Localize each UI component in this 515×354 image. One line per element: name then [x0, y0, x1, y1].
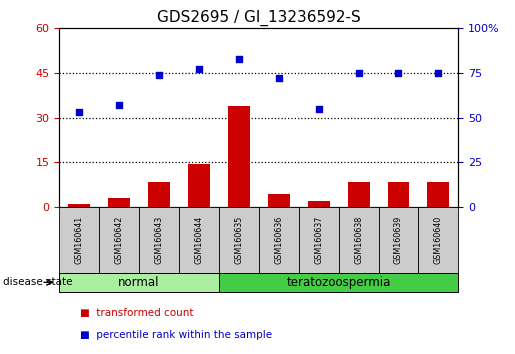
Point — [274, 75, 283, 81]
Bar — [387, 182, 409, 207]
Bar — [99, 207, 139, 273]
Point — [354, 70, 363, 76]
Title: GDS2695 / GI_13236592-S: GDS2695 / GI_13236592-S — [157, 9, 360, 25]
Bar — [219, 273, 458, 292]
Text: GSM160637: GSM160637 — [314, 216, 323, 264]
Bar — [228, 106, 250, 207]
Text: GSM160644: GSM160644 — [195, 216, 203, 264]
Bar — [418, 207, 458, 273]
Bar — [259, 207, 299, 273]
Point — [195, 67, 203, 72]
Point — [235, 56, 243, 62]
Text: normal: normal — [118, 276, 160, 289]
Point — [394, 70, 403, 76]
Text: GSM160635: GSM160635 — [234, 216, 243, 264]
Bar — [219, 207, 259, 273]
Bar — [339, 207, 379, 273]
Text: GSM160638: GSM160638 — [354, 216, 363, 264]
Point — [115, 102, 123, 108]
Text: GSM160639: GSM160639 — [394, 216, 403, 264]
Point — [75, 109, 83, 115]
Bar — [108, 198, 130, 207]
Text: GSM160642: GSM160642 — [115, 216, 124, 264]
Text: GSM160643: GSM160643 — [154, 216, 163, 264]
Point — [434, 70, 442, 76]
Point — [315, 106, 323, 112]
Bar — [188, 164, 210, 207]
Text: disease state: disease state — [3, 277, 72, 287]
Bar — [59, 207, 99, 273]
Text: GSM160640: GSM160640 — [434, 216, 443, 264]
Point — [155, 72, 163, 78]
Bar — [299, 207, 339, 273]
Text: ■  transformed count: ■ transformed count — [80, 308, 193, 318]
Bar — [139, 207, 179, 273]
Bar — [59, 273, 219, 292]
Text: GSM160636: GSM160636 — [274, 216, 283, 264]
Bar — [307, 201, 330, 207]
Bar — [148, 182, 170, 207]
Bar — [379, 207, 418, 273]
Bar — [68, 204, 90, 207]
Bar — [427, 182, 450, 207]
Bar — [348, 182, 370, 207]
Text: GSM160641: GSM160641 — [75, 216, 83, 264]
Text: teratozoospermia: teratozoospermia — [286, 276, 391, 289]
Bar — [179, 207, 219, 273]
Bar — [268, 194, 290, 207]
Text: ■  percentile rank within the sample: ■ percentile rank within the sample — [80, 330, 272, 339]
